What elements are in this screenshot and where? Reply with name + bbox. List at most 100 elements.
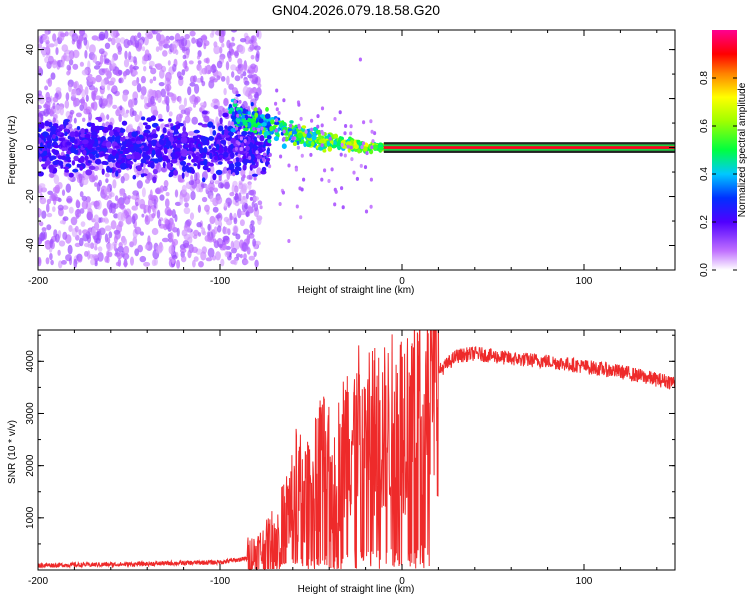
spectral-blob bbox=[199, 66, 203, 76]
spectral-blob bbox=[180, 37, 188, 47]
spectral-blob bbox=[289, 123, 293, 128]
spectral-blob bbox=[296, 140, 300, 145]
spectral-blob bbox=[57, 128, 63, 132]
spectral-blob bbox=[361, 141, 366, 146]
spectral-blob bbox=[123, 58, 130, 68]
spectral-blob bbox=[257, 107, 261, 112]
spectral-blob bbox=[320, 177, 324, 182]
spectral-blob bbox=[224, 125, 228, 130]
spectral-blob bbox=[217, 147, 224, 154]
spectral-blob bbox=[141, 187, 146, 198]
spectral-blob bbox=[247, 111, 251, 115]
spectral-blob bbox=[117, 127, 121, 133]
spectral-blob bbox=[333, 202, 337, 207]
spectral-blob bbox=[61, 147, 66, 151]
spectral-blob bbox=[230, 128, 237, 133]
spectral-blob bbox=[176, 142, 181, 149]
colorbar-tick-label: 0.0 bbox=[699, 263, 710, 277]
spectral-blob bbox=[94, 87, 98, 93]
spectral-blob bbox=[187, 106, 193, 112]
spectral-blob bbox=[40, 121, 45, 129]
spectral-blob bbox=[54, 104, 62, 115]
spectral-blob bbox=[230, 30, 238, 33]
spectral-blob bbox=[287, 128, 293, 132]
spectral-blob bbox=[72, 63, 79, 70]
spectral-blob bbox=[273, 121, 280, 125]
spectral-blob bbox=[52, 160, 59, 166]
spectral-blob bbox=[50, 72, 56, 80]
spectral-blob bbox=[66, 150, 72, 155]
spectral-blob bbox=[61, 61, 65, 68]
spectral-blob bbox=[65, 254, 72, 262]
spectral-blob bbox=[202, 165, 209, 171]
y-tick-label: -20 bbox=[25, 189, 36, 204]
spectral-blob bbox=[222, 151, 229, 158]
spectral-blob bbox=[170, 158, 178, 164]
spectral-blob bbox=[134, 114, 140, 123]
spectral-blob bbox=[72, 97, 78, 108]
spectral-blob bbox=[215, 214, 221, 219]
spectral-blob bbox=[160, 166, 167, 173]
spectral-blob bbox=[301, 125, 307, 129]
spectral-blob bbox=[75, 199, 80, 208]
spectral-blob bbox=[360, 145, 364, 150]
spectral-blob bbox=[131, 110, 137, 116]
spectral-blob bbox=[221, 134, 226, 139]
spectral-blob bbox=[155, 127, 160, 131]
spectral-blob bbox=[221, 43, 225, 48]
spectral-blob bbox=[237, 153, 241, 158]
spectral-blob bbox=[254, 112, 259, 118]
spectral-blob bbox=[234, 50, 239, 59]
spectral-blob bbox=[287, 239, 291, 243]
spectral-blob bbox=[101, 135, 105, 142]
spectral-blob bbox=[165, 140, 172, 147]
spectral-blob bbox=[220, 140, 226, 144]
spectral-blob bbox=[153, 198, 157, 209]
spectral-blob bbox=[180, 160, 187, 166]
spectral-blob bbox=[178, 95, 182, 104]
spectral-blob bbox=[157, 113, 163, 120]
spectral-blob bbox=[40, 231, 46, 241]
spectral-blob bbox=[178, 133, 182, 138]
spectral-blob bbox=[79, 61, 84, 67]
spectral-blob bbox=[114, 37, 121, 44]
spectral-blob bbox=[90, 131, 98, 136]
spectral-blob bbox=[45, 91, 50, 100]
spectral-blob bbox=[148, 140, 152, 144]
spectral-blob bbox=[232, 102, 238, 108]
spectral-blob bbox=[111, 155, 116, 160]
spectral-blob bbox=[251, 201, 255, 208]
spectral-blob bbox=[140, 75, 146, 84]
spectral-blob bbox=[78, 173, 83, 184]
spectral-blob bbox=[316, 138, 320, 145]
spectral-blob bbox=[94, 221, 100, 231]
spectral-blob bbox=[193, 155, 199, 160]
spectral-blob bbox=[216, 60, 223, 69]
spectral-blob bbox=[159, 69, 165, 79]
spectral-blob bbox=[47, 77, 53, 88]
spectral-blob bbox=[100, 153, 107, 157]
spectral-blob bbox=[161, 237, 169, 243]
spectral-blob bbox=[111, 57, 115, 66]
spectral-blob bbox=[122, 112, 129, 118]
spectral-blob bbox=[104, 30, 109, 39]
spectral-blob bbox=[104, 225, 112, 232]
spectral-blob bbox=[71, 160, 76, 166]
spectral-blob bbox=[200, 136, 206, 143]
spectral-blob bbox=[115, 261, 121, 267]
spectral-blob bbox=[134, 226, 142, 235]
spectral-blob bbox=[306, 132, 312, 139]
spectral-blob bbox=[253, 202, 259, 212]
spectral-blob bbox=[81, 200, 89, 210]
spectral-blob bbox=[187, 131, 195, 136]
spectral-blob bbox=[370, 129, 374, 134]
spectral-blob bbox=[167, 131, 171, 137]
spectral-blob bbox=[98, 97, 104, 108]
spectral-blob bbox=[337, 140, 341, 146]
spectral-blob bbox=[248, 148, 252, 155]
colorbar-tick-label: 0.4 bbox=[699, 167, 710, 181]
spectral-blob bbox=[193, 256, 199, 262]
spectral-blob bbox=[83, 108, 91, 115]
y-tick-label: 1000 bbox=[25, 506, 36, 529]
spectral-blob bbox=[254, 259, 259, 268]
